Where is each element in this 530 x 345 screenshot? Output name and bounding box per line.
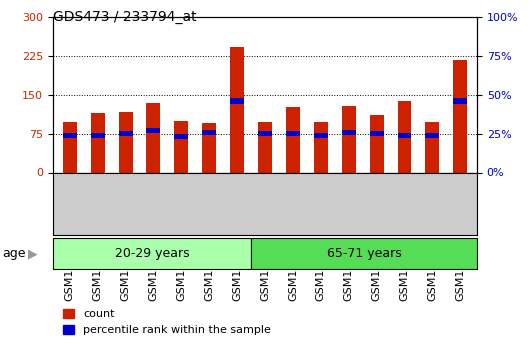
Bar [258, 122, 272, 172]
Text: 65-71 years: 65-71 years [326, 247, 401, 260]
FancyBboxPatch shape [251, 238, 477, 269]
Bar [230, 47, 244, 172]
Text: age: age [2, 247, 25, 260]
Bar [426, 132, 439, 138]
Bar [426, 122, 439, 172]
Bar [63, 122, 77, 172]
Bar [342, 106, 356, 172]
Text: ▶: ▶ [28, 247, 37, 260]
Bar [63, 132, 77, 138]
Bar [174, 121, 188, 172]
Text: GDS473 / 233794_at: GDS473 / 233794_at [53, 10, 197, 24]
Bar [398, 132, 411, 138]
Bar [91, 132, 104, 138]
Bar [314, 132, 328, 138]
Bar [453, 98, 467, 104]
Bar [314, 122, 328, 172]
Legend: count, percentile rank within the sample: count, percentile rank within the sample [58, 304, 275, 339]
Bar [146, 128, 161, 133]
Bar [202, 123, 216, 172]
Bar [453, 60, 467, 172]
Bar [369, 131, 384, 136]
FancyBboxPatch shape [53, 238, 251, 269]
Bar [369, 115, 384, 172]
Bar [286, 107, 300, 172]
Bar [398, 101, 411, 172]
Bar [230, 98, 244, 104]
Bar [146, 103, 161, 172]
Bar [258, 131, 272, 136]
Bar [91, 113, 104, 172]
Bar [119, 131, 132, 136]
Bar [119, 112, 132, 172]
Text: 20-29 years: 20-29 years [114, 247, 189, 260]
Bar [342, 129, 356, 135]
Bar [202, 129, 216, 135]
Bar [286, 131, 300, 136]
Bar [174, 134, 188, 139]
